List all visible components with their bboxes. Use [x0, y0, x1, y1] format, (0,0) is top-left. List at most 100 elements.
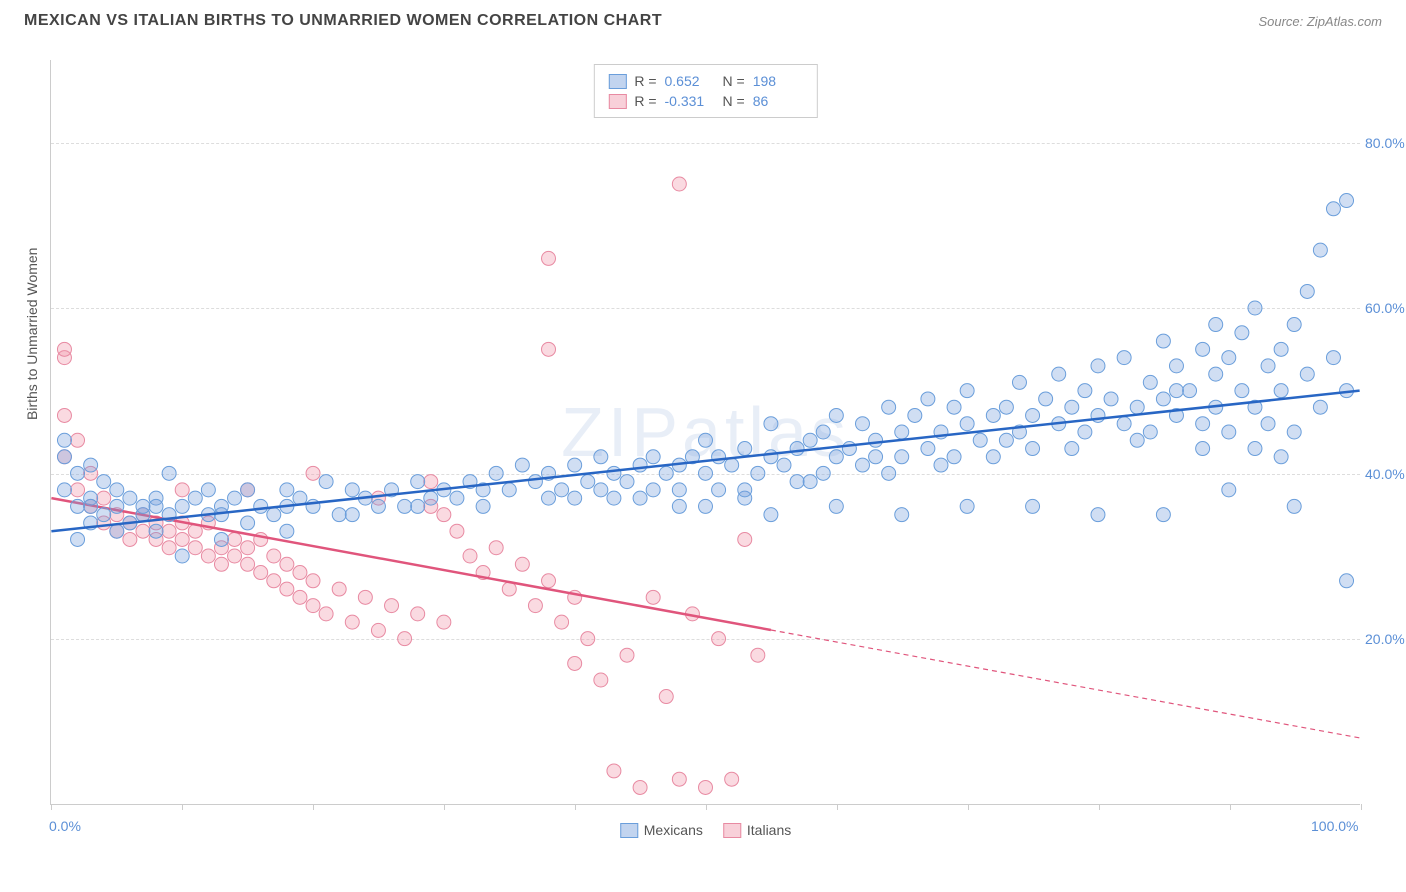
scatter-point	[790, 475, 804, 489]
scatter-point	[803, 475, 817, 489]
scatter-point	[699, 433, 713, 447]
scatter-point	[411, 607, 425, 621]
scatter-point	[110, 499, 124, 513]
scatter-point	[136, 499, 150, 513]
scatter-point	[1026, 442, 1040, 456]
scatter-point	[908, 408, 922, 422]
scatter-point	[738, 442, 752, 456]
y-tick-label: 60.0%	[1365, 300, 1406, 316]
scatter-point	[149, 524, 163, 538]
scatter-point	[398, 632, 412, 646]
scatter-point	[450, 491, 464, 505]
scatter-point	[1209, 318, 1223, 332]
scatter-point	[869, 433, 883, 447]
scatter-point	[777, 458, 791, 472]
scatter-point	[699, 499, 713, 513]
x-tick	[1230, 804, 1231, 810]
scatter-point	[1209, 367, 1223, 381]
scatter-point	[1287, 318, 1301, 332]
scatter-point	[947, 450, 961, 464]
scatter-point	[97, 475, 111, 489]
scatter-point	[411, 475, 425, 489]
chart-title: MEXICAN VS ITALIAN BIRTHS TO UNMARRIED W…	[24, 12, 662, 30]
scatter-point	[555, 615, 569, 629]
scatter-point	[214, 557, 228, 571]
scatter-point	[345, 483, 359, 497]
scatter-point	[882, 400, 896, 414]
scatter-point	[594, 673, 608, 687]
scatter-point	[84, 458, 98, 472]
scatter-point	[633, 491, 647, 505]
r-label: R =	[634, 93, 656, 109]
scatter-point	[1313, 243, 1327, 257]
scatter-point	[241, 541, 255, 555]
scatter-point	[319, 475, 333, 489]
scatter-point	[829, 408, 843, 422]
scatter-point	[581, 475, 595, 489]
scatter-point	[568, 656, 582, 670]
x-tick	[1099, 804, 1100, 810]
scatter-point	[241, 483, 255, 497]
scatter-point	[999, 400, 1013, 414]
scatter-point	[1340, 194, 1354, 208]
scatter-point	[764, 508, 778, 522]
trend-line-dashed	[771, 630, 1360, 738]
scatter-point	[1196, 342, 1210, 356]
x-tick-label: 100.0%	[1311, 818, 1358, 834]
scatter-point	[280, 483, 294, 497]
scatter-point	[293, 566, 307, 580]
stats-row-italians: R = -0.331 N = 86	[608, 91, 802, 111]
scatter-point	[175, 532, 189, 546]
scatter-point	[1130, 400, 1144, 414]
scatter-point	[1143, 375, 1157, 389]
scatter-point	[241, 516, 255, 530]
scatter-point	[71, 499, 85, 513]
scatter-point	[57, 408, 71, 422]
scatter-point	[1156, 508, 1170, 522]
scatter-point	[659, 466, 673, 480]
scatter-point	[502, 483, 516, 497]
scatter-point	[633, 780, 647, 794]
scatter-point	[842, 442, 856, 456]
scatter-point	[869, 450, 883, 464]
r-value-italians: -0.331	[665, 93, 715, 109]
scatter-point	[123, 532, 137, 546]
scatter-point	[1065, 442, 1079, 456]
scatter-point	[489, 541, 503, 555]
chart-plot-area: ZIPatlas R = 0.652 N = 198 R = -0.331 N …	[50, 60, 1360, 805]
scatter-point	[254, 566, 268, 580]
scatter-point	[1130, 433, 1144, 447]
scatter-point	[659, 690, 673, 704]
scatter-point	[476, 499, 490, 513]
scatter-point	[57, 342, 71, 356]
scatter-point	[175, 499, 189, 513]
scatter-point	[57, 450, 71, 464]
legend-item-italians: Italians	[723, 822, 791, 838]
legend-item-mexicans: Mexicans	[620, 822, 703, 838]
x-tick	[313, 804, 314, 810]
scatter-point	[633, 458, 647, 472]
scatter-point	[895, 450, 909, 464]
scatter-point	[829, 450, 843, 464]
scatter-point	[672, 483, 686, 497]
scatter-point	[175, 483, 189, 497]
scatter-point	[1313, 400, 1327, 414]
scatter-point	[1222, 483, 1236, 497]
scatter-point	[999, 433, 1013, 447]
scatter-point	[803, 433, 817, 447]
scatter-point	[332, 582, 346, 596]
scatter-point	[424, 491, 438, 505]
scatter-point	[306, 599, 320, 613]
scatter-point	[1104, 392, 1118, 406]
scatter-point	[306, 574, 320, 588]
scatter-point	[542, 491, 556, 505]
scatter-point	[84, 499, 98, 513]
n-label: N =	[723, 73, 745, 89]
x-tick	[51, 804, 52, 810]
scatter-point	[398, 499, 412, 513]
scatter-point	[712, 632, 726, 646]
scatter-point	[1052, 367, 1066, 381]
n-value-mexicans: 198	[753, 73, 803, 89]
scatter-point	[1248, 301, 1262, 315]
scatter-point	[986, 450, 1000, 464]
